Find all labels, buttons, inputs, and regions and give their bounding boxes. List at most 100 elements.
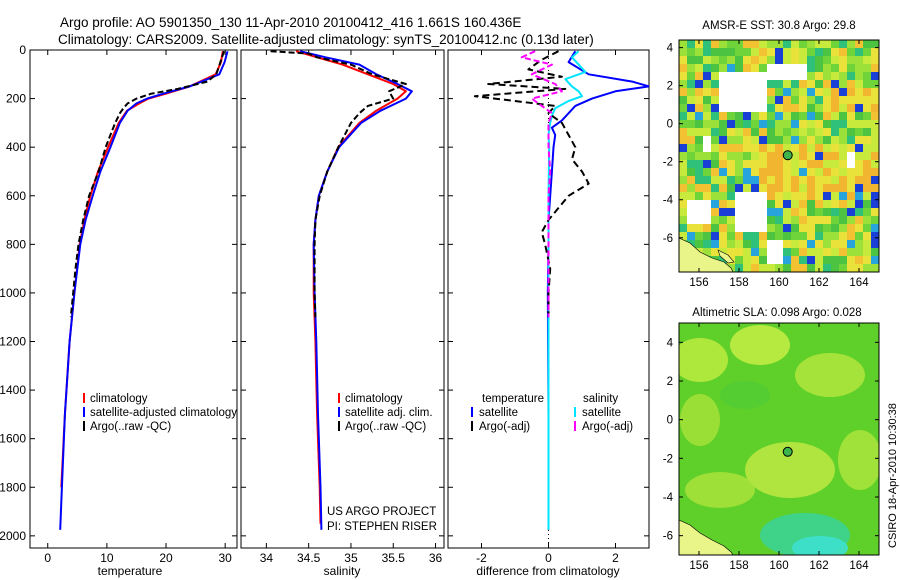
sst-cell <box>719 224 727 232</box>
sst-cell <box>775 136 783 144</box>
difference-temperature-argo-line <box>473 50 590 318</box>
sst-cell <box>823 104 831 112</box>
sst-cell <box>687 40 695 48</box>
sst-cell <box>751 184 759 192</box>
sst-cell <box>767 136 775 144</box>
sst-cell <box>855 112 863 120</box>
sst-cell <box>815 240 823 248</box>
sst-cell <box>823 168 831 176</box>
sst-cell <box>799 256 807 264</box>
depth-tick-label: 1200 <box>0 335 26 349</box>
sst-cell <box>751 240 759 248</box>
sst-cell <box>735 168 743 176</box>
sst-cell <box>823 48 831 56</box>
sst-cell <box>719 176 727 184</box>
sst-cell <box>799 40 807 48</box>
sst-cell <box>783 96 791 104</box>
depth-tick-label: 600 <box>6 189 26 203</box>
sst-cell <box>831 56 839 64</box>
sst-cell <box>687 104 695 112</box>
sst-cell <box>839 200 847 208</box>
sst-cell <box>679 72 687 80</box>
sst-cell <box>807 120 815 128</box>
sst-cell <box>735 248 743 256</box>
sst-cell <box>695 136 703 144</box>
sst-land-southwest <box>679 237 734 272</box>
sla-map-xtick-label: 156 <box>689 560 708 572</box>
sst-cell <box>743 176 751 184</box>
sla-map-xtick-label: 162 <box>809 560 828 572</box>
sst-cell <box>679 176 687 184</box>
sst-cell <box>847 112 855 120</box>
sst-cell <box>775 208 783 216</box>
sst-cell <box>839 152 847 160</box>
sla-high-4 <box>680 394 720 446</box>
figure-title-line1: Argo profile: AO 5901350_130 11-Apr-2010… <box>60 15 521 30</box>
sst-cell <box>687 144 695 152</box>
sst-cell <box>727 128 735 136</box>
sst-cell <box>711 112 719 120</box>
sst-cell <box>799 96 807 104</box>
sst-cell <box>807 136 815 144</box>
sst-cell <box>799 144 807 152</box>
sst-cell <box>687 232 695 240</box>
sst-cell <box>767 224 775 232</box>
sst-cell <box>871 64 879 72</box>
temperature-argo-line <box>69 50 225 318</box>
sst-cell <box>759 240 767 248</box>
sst-cell <box>871 176 879 184</box>
sst-cell <box>839 160 847 168</box>
sst-cell <box>807 64 815 72</box>
sst-cell <box>823 144 831 152</box>
sst-cell <box>783 112 791 120</box>
sst-cell <box>815 256 823 264</box>
sst-cell <box>839 136 847 144</box>
sla-high-5 <box>745 442 835 498</box>
sst-cell <box>871 80 879 88</box>
sst-cell <box>847 144 855 152</box>
sla-land-southwest <box>679 519 734 555</box>
sst-cell <box>807 232 815 240</box>
salinity-lines <box>270 50 413 530</box>
sst-map-ytick-label: -6 <box>663 233 673 245</box>
sst-map-xtick-label: 162 <box>809 277 828 289</box>
sst-cell <box>791 40 799 48</box>
sst-cell <box>719 192 727 200</box>
sst-cell <box>719 184 727 192</box>
sla-map-ytick-label: -6 <box>663 531 673 543</box>
sst-cell <box>855 48 863 56</box>
sst-cell <box>863 104 871 112</box>
temperature-legend: climatology satellite-adjusted climatolog… <box>83 393 237 433</box>
sst-cell <box>695 104 703 112</box>
salinity-xtick-label: 35.5 <box>382 551 406 565</box>
sst-cell <box>759 264 767 272</box>
sst-cell <box>799 104 807 112</box>
sst-cell <box>687 56 695 64</box>
sst-cell <box>695 144 703 152</box>
sst-cell <box>775 200 783 208</box>
sst-cell <box>751 128 759 136</box>
sst-cell <box>759 112 767 120</box>
sst-cell <box>759 136 767 144</box>
sst-cell <box>767 144 775 152</box>
sst-cell <box>863 72 871 80</box>
sst-cell <box>799 232 807 240</box>
sla-low-2 <box>792 536 848 555</box>
sst-cell <box>831 136 839 144</box>
sst-cell <box>847 88 855 96</box>
sst-cell <box>871 200 879 208</box>
sst-cell <box>743 160 751 168</box>
sst-cell <box>831 160 839 168</box>
sst-cell <box>783 88 791 96</box>
sst-cell <box>815 104 823 112</box>
sst-cell <box>871 208 879 216</box>
sst-cell <box>871 128 879 136</box>
sla-map-ytick-label: 4 <box>667 337 674 349</box>
sst-cell <box>703 64 711 72</box>
sst-cell <box>783 176 791 184</box>
sst-cell <box>807 152 815 160</box>
sst-cell <box>759 64 767 72</box>
sst-cell <box>823 208 831 216</box>
temperature-xtick-label: 30 <box>218 551 232 565</box>
sst-cell <box>687 168 695 176</box>
